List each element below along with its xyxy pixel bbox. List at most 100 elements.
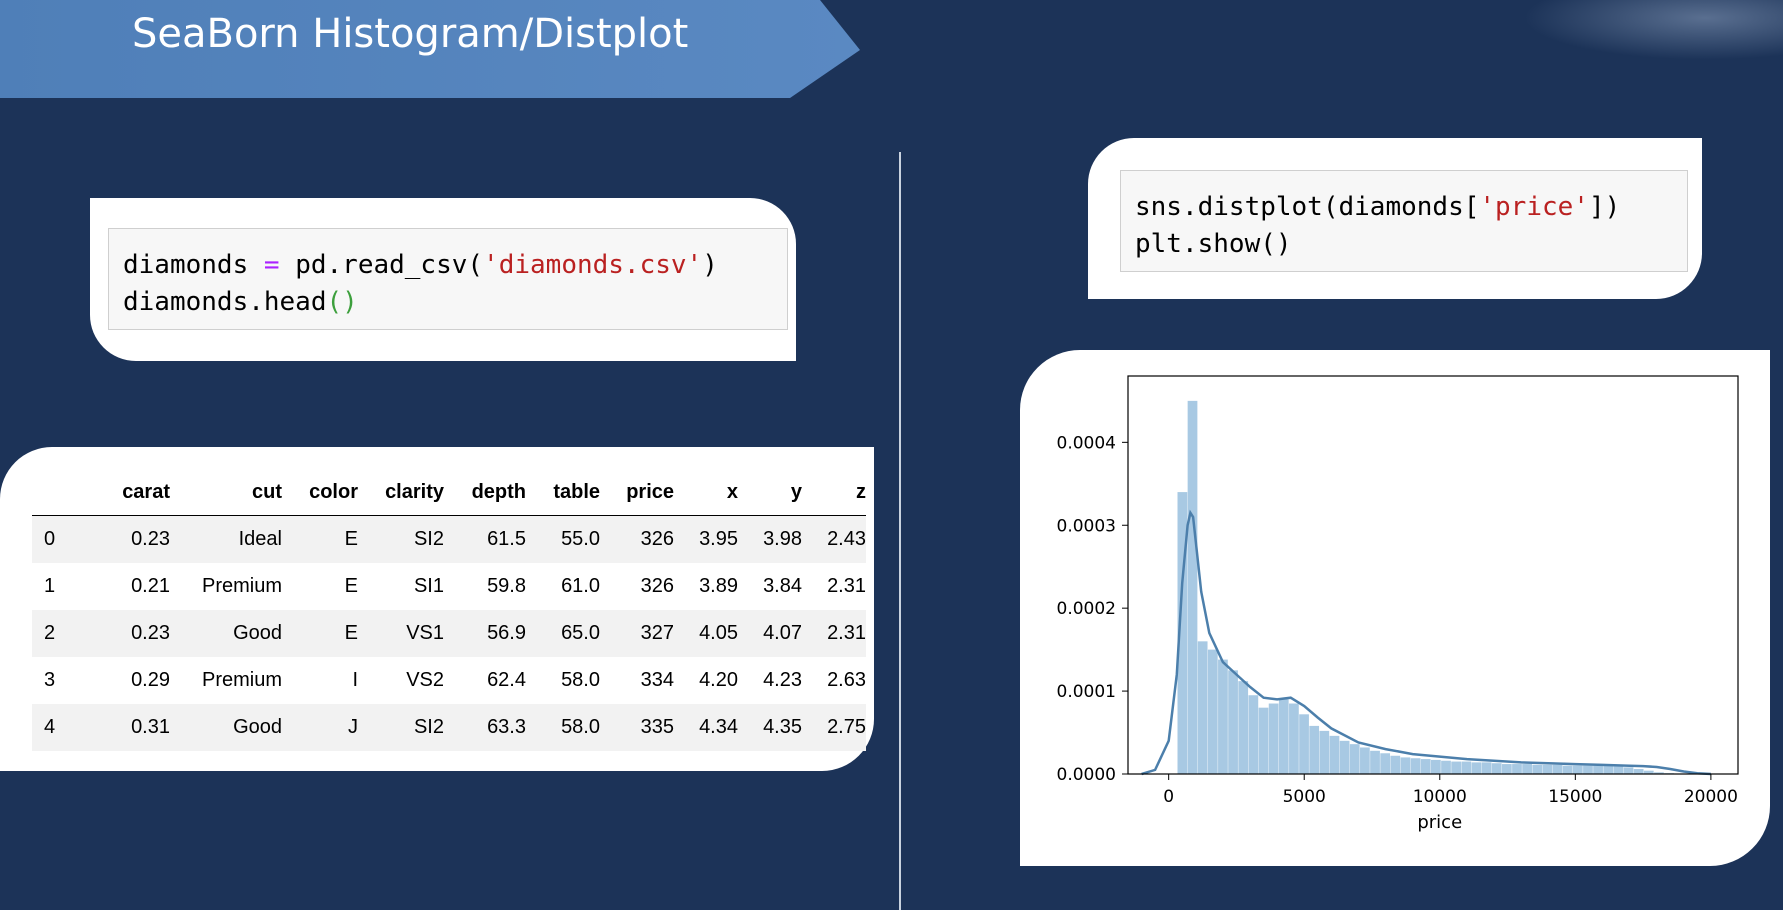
code-cell-card-left: diamonds = pd.read_csv('diamonds.csv') d…	[90, 198, 796, 361]
column-header-cut: cut	[170, 469, 282, 516]
distplot-chart: 0.0000 0.0001 0.0002 0.0003 0.0004 0 5000 1000…	[1057, 375, 1739, 833]
histogram-bar	[1491, 763, 1502, 774]
x-tick-label: 15000	[1548, 787, 1602, 807]
histogram-bar	[1501, 764, 1512, 774]
table-cell: 2.63	[827, 669, 866, 691]
table-cell: 58.0	[561, 716, 600, 738]
table-cell: Premium	[201, 575, 282, 597]
histogram-bar	[1207, 649, 1218, 774]
table-row: 2 0.23 Good E VS1 56.9 65.0 327 4.05 4.0…	[32, 610, 866, 657]
table-cell: 63.3	[487, 716, 526, 738]
column-header-carat: carat	[92, 469, 170, 516]
table-cell: 3.95	[699, 528, 738, 550]
table-cell: SI2	[413, 528, 444, 550]
table-cell: VS2	[406, 669, 444, 691]
column-header-price: price	[600, 469, 674, 516]
x-tick-label: 5000	[1283, 787, 1326, 807]
y-tick-label: 0.0002	[1057, 599, 1116, 619]
histogram-bar	[1278, 699, 1289, 774]
table-cell: 3.89	[699, 575, 738, 597]
x-tick-label: 0	[1163, 787, 1174, 807]
x-axis: 0 5000 10000 15000 20000	[1163, 774, 1738, 807]
table-cell: Good	[233, 622, 282, 644]
histogram-bar	[1430, 759, 1441, 774]
table-cell-index: 4	[44, 716, 56, 738]
table-cell: 0.21	[131, 575, 170, 597]
column-header-z: z	[802, 469, 866, 516]
distplot-chart-card: 0.0000 0.0001 0.0002 0.0003 0.0004 0 5000 1000…	[1020, 350, 1770, 866]
histogram-bar	[1512, 764, 1522, 774]
histogram-bar	[1370, 750, 1380, 774]
table-cell: E	[344, 528, 358, 550]
histogram-bar	[1623, 767, 1634, 774]
table-cell: 4.05	[699, 622, 738, 644]
table-cell: 0.23	[131, 528, 170, 550]
histogram-bar	[1593, 765, 1603, 774]
histogram-bar	[1319, 730, 1330, 774]
table-cell: SI2	[413, 716, 444, 738]
table-cell: 0.29	[131, 669, 170, 691]
table-cell: 4.07	[763, 622, 802, 644]
code-token: ])	[1588, 192, 1621, 222]
code-token: diamonds	[123, 250, 249, 280]
histogram-bar	[1572, 765, 1583, 774]
table-cell: 4.20	[699, 669, 738, 691]
code-cell-card-right: sns.distplot(diamonds['price']) plt.show…	[1088, 138, 1702, 299]
histogram-bar	[1228, 670, 1238, 774]
histogram-bar	[1441, 760, 1451, 774]
table-cell-index: 1	[44, 575, 56, 597]
histogram-bar	[1562, 765, 1573, 774]
histogram-bar	[1349, 744, 1360, 774]
table-cell: 61.5	[487, 528, 526, 550]
table-cell: E	[344, 575, 358, 597]
code-token: )	[702, 250, 718, 280]
table-cell: 3.84	[763, 575, 802, 597]
histogram-bar	[1420, 759, 1431, 774]
column-header-clarity: clarity	[358, 469, 444, 516]
code-token: pd.read_csv(	[295, 250, 484, 280]
y-tick-label: 0.0001	[1057, 682, 1116, 702]
code-cell-read-csv[interactable]: diamonds = pd.read_csv('diamonds.csv') d…	[108, 228, 788, 330]
table-cell: 65.0	[561, 622, 600, 644]
table-cell: 0.23	[131, 622, 170, 644]
table-cell: 4.34	[699, 716, 738, 738]
table-cell: 2.31	[827, 575, 866, 597]
dataframe-card: carat cut color clarity depth table pric…	[0, 447, 874, 771]
table-row: 3 0.29 Premium I VS2 62.4 58.0 334 4.20 …	[32, 657, 866, 704]
table-cell: 56.9	[487, 622, 526, 644]
vertical-divider	[899, 152, 901, 910]
histogram-bar	[1238, 681, 1249, 774]
x-tick-label: 10000	[1413, 787, 1467, 807]
kde-line	[1141, 509, 1711, 776]
table-cell: 62.4	[487, 669, 526, 691]
table-row: 0 0.23 Ideal E SI2 61.5 55.0 326 3.95 3.…	[32, 515, 866, 563]
table-header-row: carat cut color clarity depth table pric…	[32, 469, 866, 516]
histogram-bar	[1481, 762, 1492, 774]
table-cell: 326	[640, 575, 674, 597]
histogram-bar	[1197, 641, 1208, 774]
table-cell: 59.8	[487, 575, 526, 597]
histogram-bar	[1187, 400, 1198, 774]
histogram-bar	[1471, 762, 1482, 774]
code-token-operator: =	[263, 250, 280, 280]
corner-glow	[1523, 0, 1783, 60]
table-cell: 326	[640, 528, 674, 550]
table-cell: 55.0	[561, 528, 600, 550]
table-cell: E	[344, 622, 358, 644]
histogram-bar	[1633, 769, 1644, 774]
histogram-bar	[1309, 725, 1320, 774]
code-token: sns.distplot(diamonds[	[1135, 192, 1480, 222]
table-cell: 3.98	[763, 528, 802, 550]
table-cell: 2.43	[827, 528, 866, 550]
histogram-bar	[1248, 695, 1259, 774]
histogram-bars	[1177, 400, 1674, 774]
code-cell-distplot[interactable]: sns.distplot(diamonds['price']) plt.show…	[1120, 170, 1688, 272]
y-tick-label: 0.0004	[1057, 433, 1116, 453]
table-cell: 4.35	[763, 716, 802, 738]
histogram-bar	[1360, 747, 1370, 774]
histogram-bar	[1522, 764, 1532, 774]
histogram-bar	[1552, 764, 1563, 774]
table-cell-index: 2	[44, 622, 56, 644]
histogram-bar	[1654, 772, 1664, 774]
table-row: 1 0.21 Premium E SI1 59.8 61.0 326 3.89 …	[32, 563, 866, 610]
